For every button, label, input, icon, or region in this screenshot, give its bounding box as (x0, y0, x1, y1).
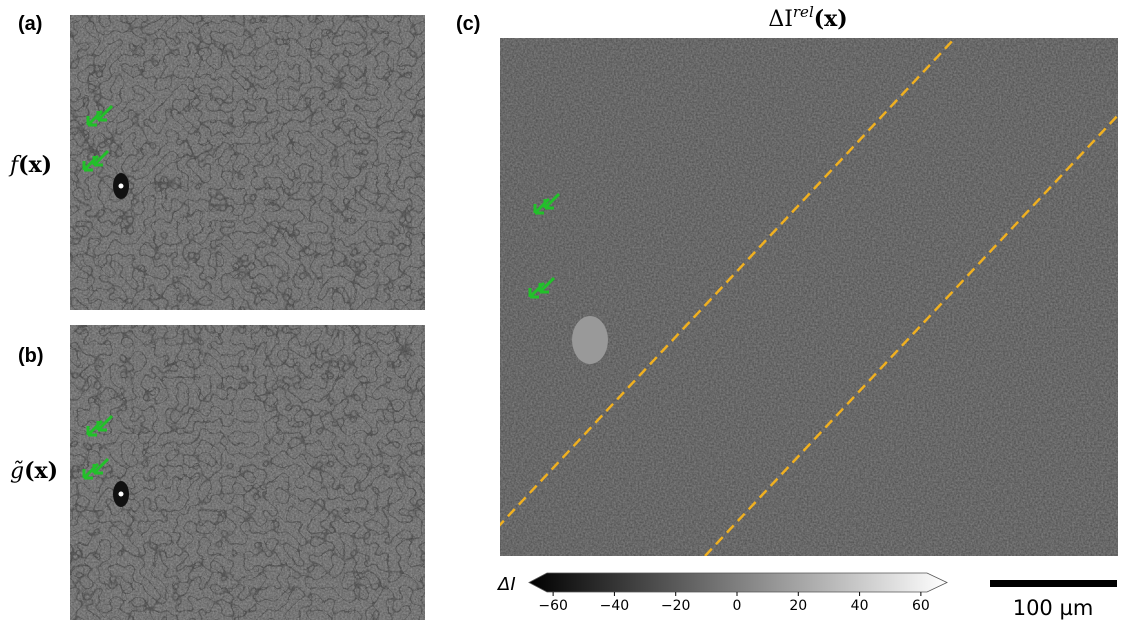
panel-c-image (497, 38, 1120, 556)
panel-a-image (70, 15, 425, 310)
scale-bar (990, 580, 1117, 587)
panel-tag: (c) (456, 13, 480, 35)
colorbar-label: ΔI (496, 574, 516, 595)
colorbar-tick-label: −20 (661, 598, 691, 614)
title-base: ΔI (768, 7, 793, 32)
colorbar-tick-label: 60 (912, 598, 930, 614)
label-argument: (x) (18, 152, 52, 178)
colorbar: −60 −40 −20 0 20 40 60 (529, 573, 947, 614)
panel-label: f(x) (8, 152, 52, 178)
colorbar-tick-label: 40 (851, 598, 869, 614)
colorbar-tick-label: 0 (733, 598, 742, 614)
colorbar-bar (529, 573, 947, 592)
panel-tag: (a) (18, 13, 42, 35)
label-argument: (x) (24, 458, 58, 484)
figure: (a) (b) (c) f(x) g̃(x) ΔIrel(x) −60−40−2… (0, 0, 1121, 630)
panel-title: ΔIrel(x) (768, 3, 847, 32)
colorbar-tick-label: −60 (538, 598, 568, 614)
colorbar-tick-label: 20 (789, 598, 807, 614)
scale-bar-label: 100 µm (1013, 596, 1094, 620)
panel-tag: (b) (18, 345, 44, 367)
title-superscript: rel (793, 3, 814, 21)
label-base: g̃ (10, 459, 24, 484)
panel-label: g̃(x) (10, 458, 58, 484)
title-argument: (x) (814, 6, 848, 32)
colorbar-tick-label: −40 (600, 598, 630, 614)
panel-b-image (70, 325, 425, 620)
